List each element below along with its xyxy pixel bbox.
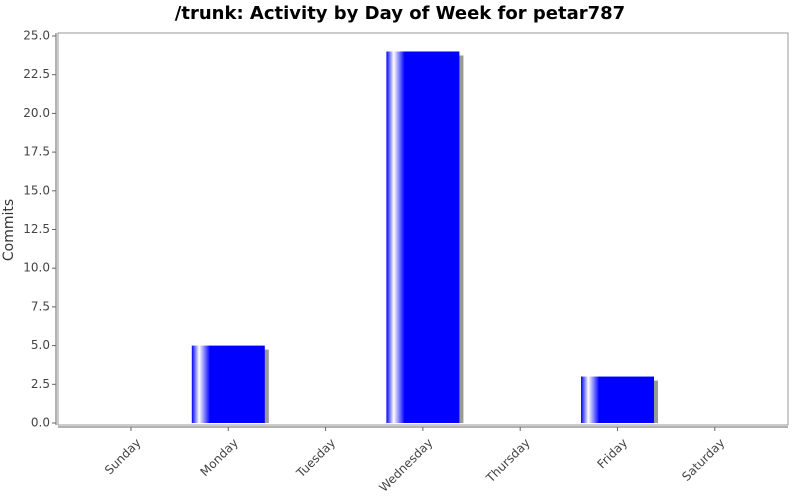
y-tick-label: 0.0	[31, 416, 50, 430]
bar	[191, 345, 265, 423]
y-tick-label: 15.0	[23, 183, 50, 197]
y-tick-label: 12.5	[23, 222, 50, 236]
bar	[386, 51, 460, 423]
y-tick-label: 22.5	[23, 67, 50, 81]
y-tick-label: 10.0	[23, 261, 50, 275]
y-tick-label: 5.0	[31, 338, 50, 352]
y-axis-label: Commits	[1, 199, 17, 261]
y-tick-label: 25.0	[23, 29, 50, 43]
y-tick-label: 2.5	[31, 377, 50, 391]
bar	[581, 376, 654, 423]
y-tick-label: 7.5	[31, 299, 50, 313]
y-tick-label: 20.0	[23, 106, 50, 120]
chart-title: /trunk: Activity by Day of Week for peta…	[175, 3, 625, 24]
y-tick-label: 17.5	[23, 145, 50, 159]
